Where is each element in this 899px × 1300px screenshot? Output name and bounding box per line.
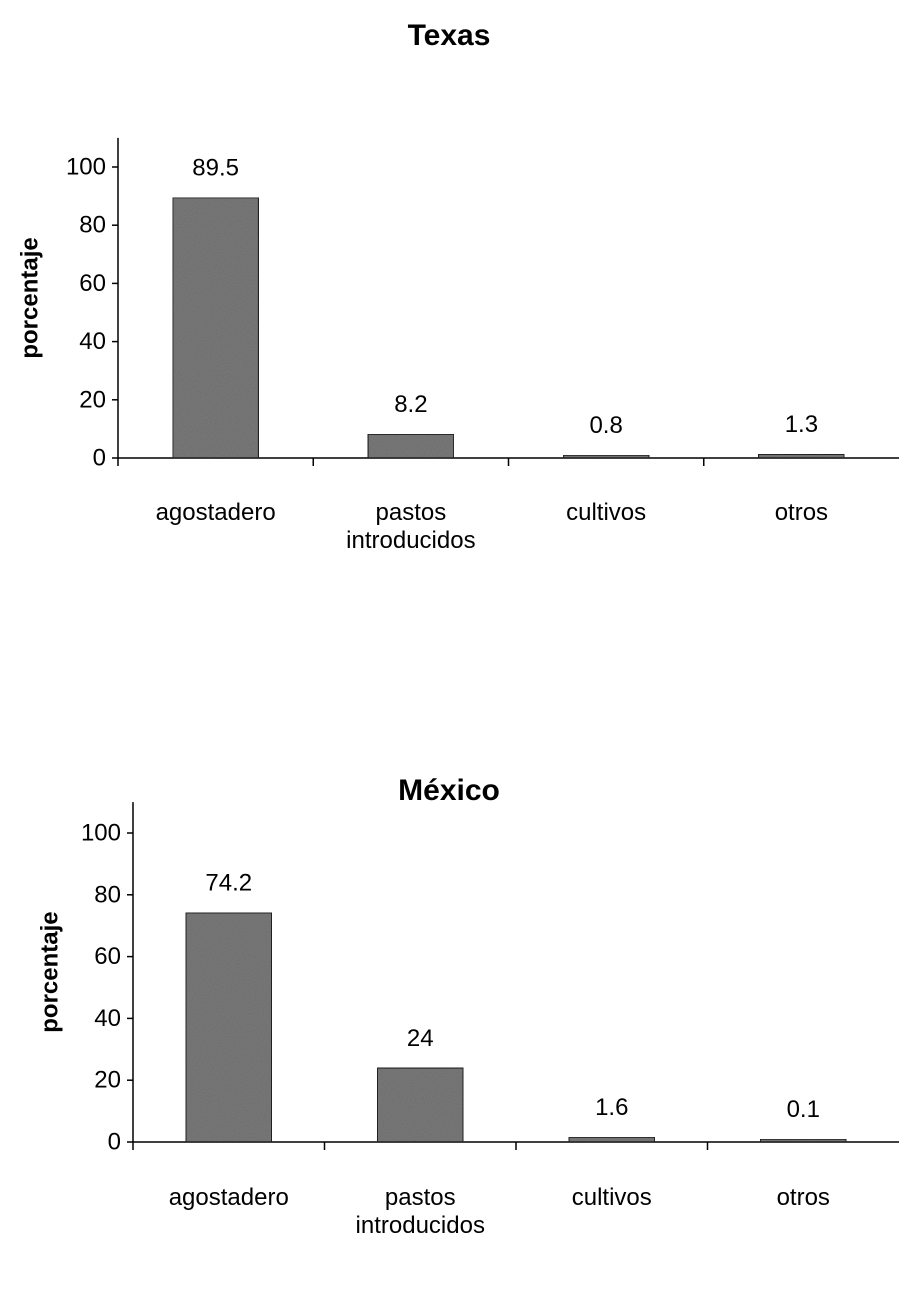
- data-label: 8.2: [394, 391, 427, 418]
- category-label: otros: [777, 1184, 830, 1211]
- y-tick-label: 60: [94, 943, 121, 970]
- category-label: cultivos: [566, 499, 646, 526]
- y-axis-label: porcentaje: [37, 911, 64, 1032]
- y-axis-label: porcentaje: [17, 237, 44, 358]
- y-tick-label: 40: [94, 1005, 121, 1032]
- data-label: 1.6: [595, 1094, 628, 1121]
- data-label: 89.5: [192, 155, 239, 182]
- bar-pastos-introducidos: [376, 1067, 464, 1143]
- data-label: 74.2: [205, 870, 252, 897]
- data-label: 0.8: [589, 412, 622, 439]
- data-label: 24: [407, 1025, 434, 1052]
- bar-otros: [757, 453, 846, 459]
- data-label: 0.1: [787, 1096, 820, 1123]
- data-label: 1.3: [785, 411, 818, 438]
- chart-title: Texas: [408, 19, 491, 52]
- bar-pastos-introducidos: [367, 433, 455, 459]
- bar-agostadero: [171, 196, 260, 459]
- y-tick-label: 40: [79, 328, 106, 355]
- category-label: otros: [775, 499, 828, 526]
- category-label: cultivos: [572, 1184, 652, 1211]
- bar-cultivos: [568, 1136, 656, 1143]
- category-label: pastos introducidos: [346, 499, 475, 554]
- y-tick-label: 100: [81, 820, 121, 847]
- y-tick-label: 80: [94, 881, 121, 908]
- chart-panel-1: México porcentaje 0 20 40 60 80 100 74.2 agostade…: [37, 774, 899, 1239]
- y-tick-label: 0: [108, 1129, 121, 1156]
- chart-panel-0: Texas porcentaje 0 20 40 60 80 100 89.5 agostader…: [17, 19, 899, 554]
- y-tick-label: 60: [79, 270, 106, 297]
- y-tick-label: 20: [94, 1067, 121, 1094]
- category-label: agostadero: [156, 499, 276, 526]
- bar-agostadero: [185, 911, 273, 1143]
- chart-title: México: [398, 774, 500, 807]
- category-label: agostadero: [169, 1184, 289, 1211]
- y-tick-label: 100: [66, 154, 106, 181]
- bar-cultivos: [562, 454, 650, 459]
- y-tick-label: 80: [79, 212, 106, 239]
- bar-otros: [759, 1138, 847, 1143]
- y-tick-label: 20: [79, 386, 106, 413]
- y-tick-label: 0: [93, 445, 106, 472]
- category-label: pastos introducidos: [356, 1184, 485, 1239]
